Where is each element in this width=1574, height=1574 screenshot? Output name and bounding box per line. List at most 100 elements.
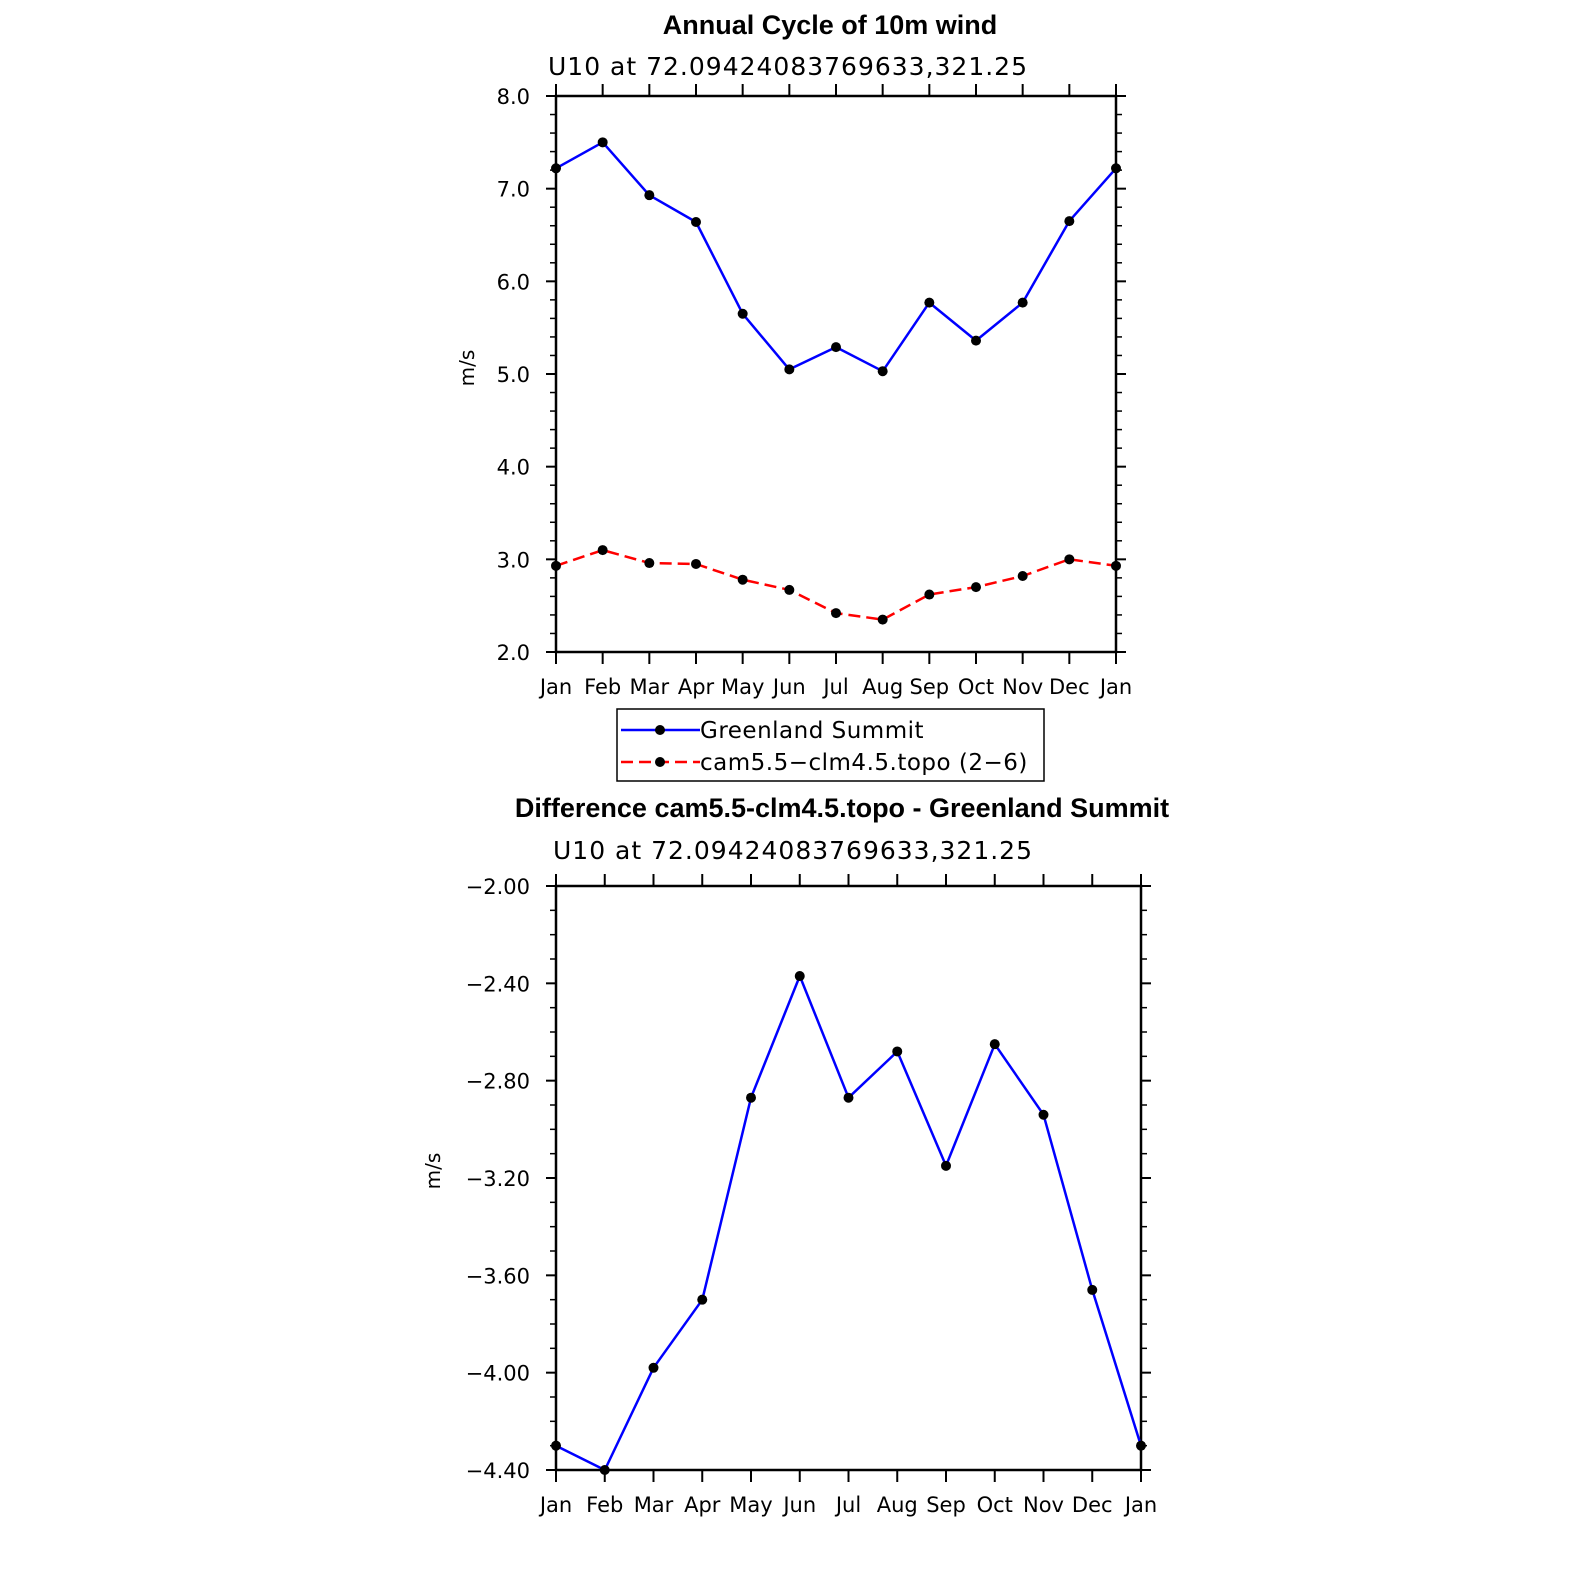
- data-point: [794, 971, 805, 982]
- data-point: [1111, 163, 1121, 174]
- data-point: [1017, 571, 1028, 582]
- y-tick-label: 8.0: [497, 85, 530, 109]
- chart-subtitle: U10 at 72.09424083769633,321.25: [548, 52, 1028, 81]
- data-point: [691, 558, 701, 569]
- data-point: [746, 1092, 756, 1103]
- chart-difference: Difference cam5.5-clm4.5.topo - Greenlan…: [421, 793, 1169, 1517]
- x-tick-label: Aug: [877, 1493, 918, 1517]
- x-tick-label: Dec: [1072, 1493, 1113, 1517]
- data-point: [551, 560, 561, 571]
- data-point: [691, 217, 701, 228]
- data-point: [737, 574, 748, 585]
- data-point: [599, 1465, 610, 1475]
- x-tick-label: Jan: [538, 675, 572, 699]
- data-point: [597, 137, 608, 148]
- data-point: [877, 366, 888, 377]
- x-tick-label: Jan: [1123, 1493, 1157, 1517]
- legend-marker-cam: [655, 757, 665, 767]
- data-point: [551, 1440, 561, 1451]
- data-point: [644, 190, 655, 201]
- data-point: [831, 342, 841, 353]
- y-tick-label: 6.0: [497, 270, 530, 294]
- data-point: [697, 1294, 708, 1305]
- data-point: [843, 1092, 854, 1103]
- x-tick-label: Mar: [630, 675, 670, 699]
- legend-marker-greenland: [655, 725, 665, 735]
- x-tick-label: Jul: [821, 675, 848, 699]
- x-tick-label: Feb: [584, 675, 621, 699]
- chart-annual-cycle: Annual Cycle of 10m wind U10 at 72.09424…: [455, 10, 1132, 782]
- y-tick-label: −2.00: [466, 875, 530, 899]
- y-tick-labels: −4.40 −4.00 −3.60 −3.20 −2.80 −2.40 −2.00: [466, 875, 530, 1483]
- x-tick-label: May: [721, 675, 764, 699]
- x-tick-label: Jan: [1098, 675, 1132, 699]
- x-tick-label: Oct: [958, 675, 994, 699]
- data-point: [892, 1046, 903, 1057]
- x-tick-label: Sep: [926, 1493, 966, 1517]
- data-point: [597, 545, 608, 556]
- data-point: [1038, 1109, 1049, 1120]
- chart-subtitle: U10 at 72.09424083769633,321.25: [553, 836, 1033, 865]
- x-tick-label: Jun: [781, 1493, 816, 1517]
- data-point: [831, 608, 841, 619]
- plot-frame: [554, 94, 1118, 654]
- data-point: [971, 335, 981, 346]
- series-line-0: [555, 974, 1143, 1472]
- x-tick-label: Oct: [977, 1493, 1013, 1517]
- plot-area: [546, 874, 1151, 1482]
- y-tick-label: 5.0: [497, 363, 530, 387]
- data-point: [644, 558, 655, 569]
- y-tick-label: −2.80: [466, 1070, 530, 1094]
- x-tick-label: Feb: [586, 1493, 623, 1517]
- x-tick-label: Aug: [862, 675, 903, 699]
- x-tick-label: Jul: [834, 1493, 861, 1517]
- data-point: [1064, 216, 1075, 227]
- data-point: [924, 297, 935, 308]
- y-tick-label: 3.0: [497, 548, 530, 572]
- y-axis-label: m/s: [421, 1153, 445, 1190]
- y-tick-labels: 2.0 3.0 4.0 5.0 6.0 7.0 8.0: [497, 85, 530, 665]
- data-point: [784, 584, 795, 595]
- data-point: [1136, 1440, 1146, 1451]
- x-tick-label: Apr: [684, 1493, 721, 1517]
- series-line-0: [555, 141, 1117, 373]
- data-point: [1087, 1284, 1098, 1295]
- data-point: [1017, 297, 1028, 308]
- x-tick-labels: Jan Feb Mar Apr May Jun Jul Aug Sep Oct Nov Dec Jan: [538, 1493, 1157, 1517]
- y-axis-label: m/s: [455, 350, 479, 387]
- x-tick-label: Nov: [1023, 1493, 1064, 1517]
- x-tick-label: Nov: [1002, 675, 1043, 699]
- y-tick-label: 7.0: [497, 178, 530, 202]
- x-tick-label: Jun: [771, 675, 806, 699]
- plot-area: [546, 84, 1126, 664]
- x-tick-label: Mar: [634, 1493, 674, 1517]
- x-tick-label: Sep: [910, 675, 950, 699]
- legend: Greenland Summit cam5.5−clm4.5.topo (2−6…: [616, 708, 1045, 782]
- plot-frame: [554, 884, 1143, 1472]
- x-tick-label: Dec: [1049, 675, 1090, 699]
- data-point: [551, 163, 561, 174]
- legend-box: [616, 708, 1045, 782]
- y-tick-label: 2.0: [497, 641, 530, 665]
- y-tick-label: −2.40: [466, 972, 530, 996]
- data-point: [924, 589, 935, 600]
- data-point: [784, 364, 795, 375]
- legend-label-cam: cam5.5−clm4.5.topo (2−6): [700, 750, 1028, 776]
- data-point: [941, 1160, 951, 1171]
- data-point: [877, 614, 888, 625]
- data-point: [737, 308, 748, 319]
- data-point: [648, 1362, 659, 1373]
- chart-title: Annual Cycle of 10m wind: [663, 10, 998, 40]
- y-tick-label: −4.40: [466, 1459, 530, 1483]
- data-point: [1111, 560, 1121, 571]
- y-tick-label: −3.60: [466, 1264, 530, 1288]
- x-tick-label: Apr: [678, 675, 715, 699]
- data-point: [1064, 554, 1075, 565]
- data-point: [989, 1039, 1000, 1050]
- y-tick-label: −3.20: [466, 1167, 530, 1191]
- x-tick-label: May: [729, 1493, 772, 1517]
- y-tick-label: −4.00: [466, 1362, 530, 1386]
- chart-title: Difference cam5.5-clm4.5.topo - Greenlan…: [515, 793, 1169, 823]
- legend-label-greenland: Greenland Summit: [700, 718, 924, 744]
